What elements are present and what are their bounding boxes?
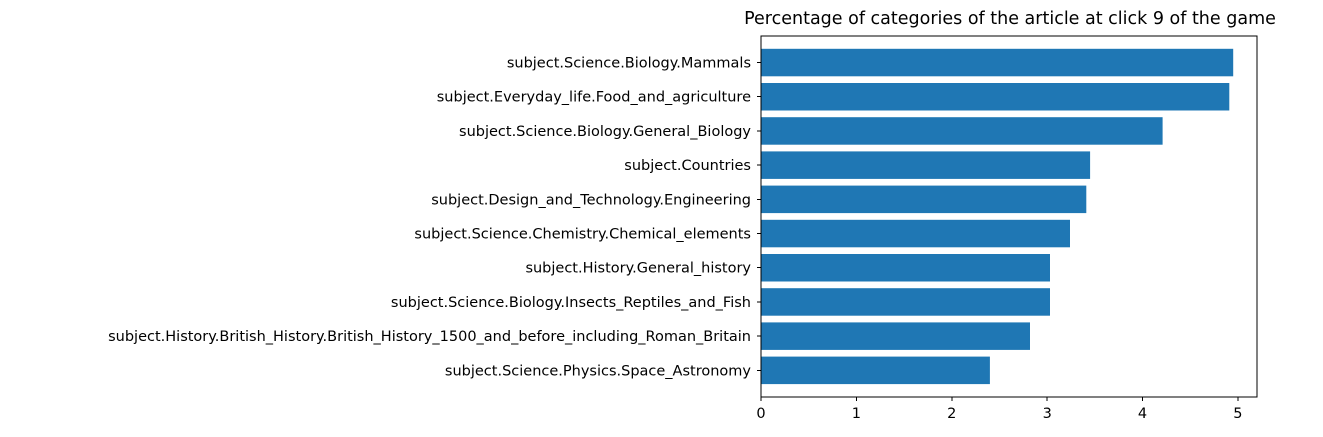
bars-group bbox=[761, 48, 1234, 385]
bar bbox=[761, 254, 1050, 282]
bar bbox=[761, 48, 1234, 77]
y-tick-label: subject.Science.Chemistry.Chemical_eleme… bbox=[414, 227, 751, 243]
bar bbox=[761, 117, 1163, 145]
bar bbox=[761, 185, 1087, 214]
y-tick-label: subject.Countries bbox=[624, 158, 751, 174]
bar bbox=[761, 83, 1230, 111]
x-tick-label: 3 bbox=[1043, 406, 1052, 422]
y-tick-label: subject.Science.Physics.Space_Astronomy bbox=[445, 363, 752, 379]
y-tick-label: subject.Everyday_life.Food_and_agricultu… bbox=[437, 90, 751, 106]
y-tick-label: subject.Science.Biology.General_Biology bbox=[459, 124, 751, 140]
x-tick-label: 2 bbox=[947, 406, 956, 422]
x-tick-label: 5 bbox=[1233, 406, 1242, 422]
x-tick-label: 0 bbox=[756, 406, 765, 422]
y-tick-label: subject.Science.Biology.Mammals bbox=[507, 56, 751, 72]
bar bbox=[761, 288, 1050, 316]
y-tick-label: subject.History.British_History.British_… bbox=[108, 329, 751, 345]
axes-frame bbox=[760, 35, 1258, 398]
y-tick-label: subject.Design_and_Technology.Engineerin… bbox=[431, 192, 751, 208]
x-axis-ticks: 0 1 2 3 4 5 bbox=[756, 397, 1243, 422]
y-tick-label: subject.Science.Biology.Insects_Reptiles… bbox=[391, 295, 751, 311]
bar bbox=[761, 356, 990, 385]
bar bbox=[761, 151, 1091, 179]
bar bbox=[761, 322, 1030, 350]
y-axis-ticks: subject.Science.Biology.Mammals subject.E… bbox=[108, 56, 761, 379]
x-tick-label: 4 bbox=[1138, 406, 1147, 422]
y-tick-label: subject.History.General_history bbox=[525, 261, 751, 277]
x-tick-label: 1 bbox=[852, 406, 861, 422]
chart-title: Percentage of categories of the article … bbox=[744, 9, 1276, 29]
bar bbox=[761, 219, 1070, 248]
